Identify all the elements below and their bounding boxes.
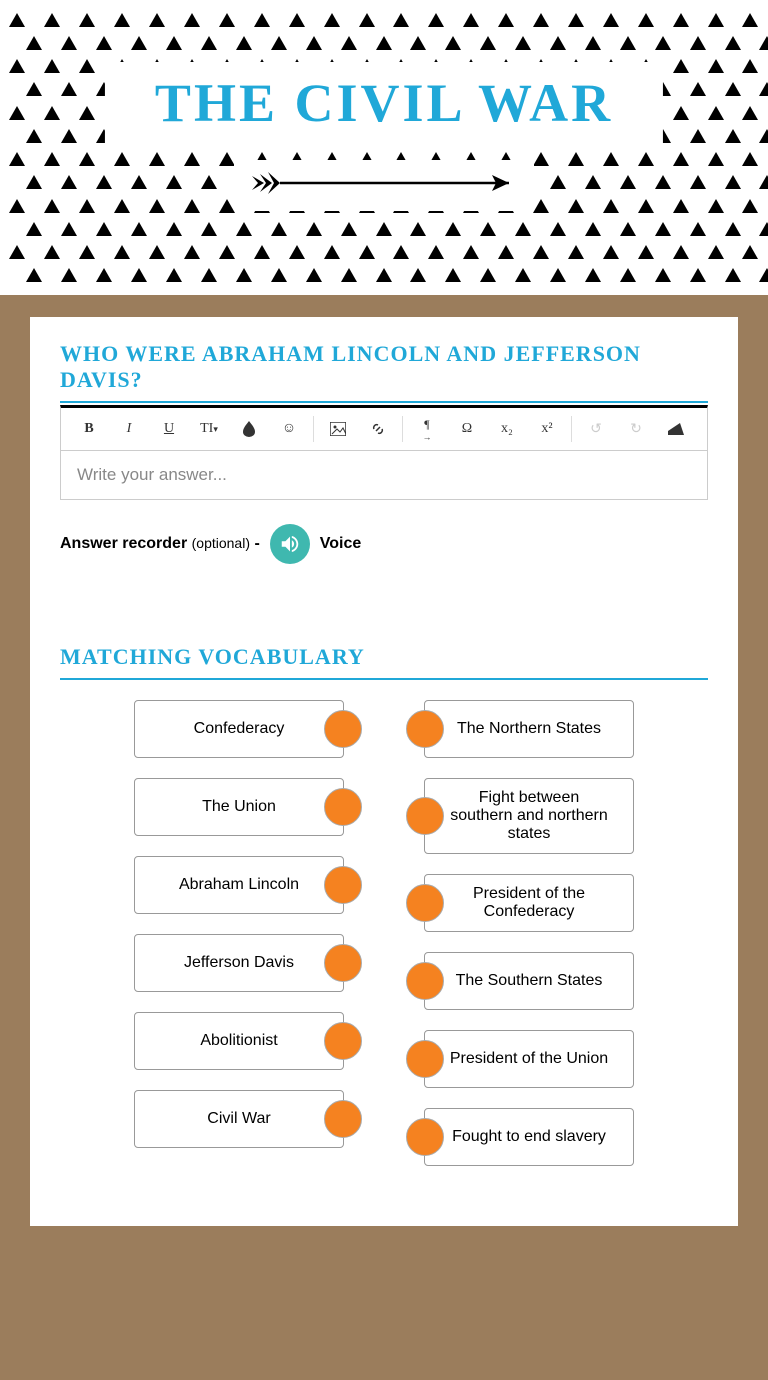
content-card: WHO WERE ABRAHAM LINCOLN AND JEFFERSON D…	[30, 317, 738, 1226]
italic-button[interactable]: I	[109, 408, 149, 450]
textsize-button[interactable]: TI▾	[189, 408, 229, 450]
match-connector-dot[interactable]	[406, 884, 444, 922]
matching-left-column: Confederacy The Union Abraham Lincoln Jeffe…	[134, 700, 344, 1166]
match-connector-dot[interactable]	[406, 1040, 444, 1078]
voice-label: Voice	[320, 535, 362, 553]
question-title: WHO WERE ABRAHAM LINCOLN AND JEFFERSON D…	[60, 341, 708, 403]
subscript-button[interactable]: x₂	[487, 408, 527, 450]
link-button[interactable]	[358, 408, 398, 450]
editor-toolbar: B I U TI▾ ☺ ¶→ Ω x₂ x² ↺ ↻	[60, 405, 708, 451]
paragraph-button[interactable]: ¶→	[407, 408, 447, 450]
answer-recorder: Answer recorder (optional) - Voice	[60, 524, 708, 564]
match-item-label: Abolitionist	[200, 1032, 277, 1050]
match-item[interactable]: Civil War	[134, 1090, 344, 1148]
bold-button[interactable]: B	[69, 408, 109, 450]
image-button[interactable]	[318, 408, 358, 450]
match-item[interactable]: The Southern States	[424, 952, 634, 1010]
matching-title: MATCHING VOCABULARY	[60, 644, 708, 680]
match-item-label: Jefferson Davis	[184, 954, 294, 972]
speaker-icon	[279, 533, 301, 555]
match-item-label: President of the Confederacy	[449, 885, 609, 921]
match-connector-dot[interactable]	[324, 788, 362, 826]
match-item-label: Fight between southern and northern stat…	[449, 789, 609, 843]
match-connector-dot[interactable]	[324, 710, 362, 748]
match-item-label: The Southern States	[456, 972, 603, 990]
match-connector-dot[interactable]	[406, 962, 444, 1000]
match-item[interactable]: Abolitionist	[134, 1012, 344, 1070]
match-item-label: Abraham Lincoln	[179, 876, 299, 894]
emoji-button[interactable]: ☺	[269, 408, 309, 450]
match-item[interactable]: Fight between southern and northern stat…	[424, 778, 634, 854]
undo-button[interactable]: ↺	[576, 408, 616, 450]
clear-format-button[interactable]	[656, 408, 696, 450]
match-connector-dot[interactable]	[324, 866, 362, 904]
match-connector-dot[interactable]	[406, 797, 444, 835]
match-connector-dot[interactable]	[324, 1100, 362, 1138]
match-item[interactable]: President of the Union	[424, 1030, 634, 1088]
match-item[interactable]: President of the Confederacy	[424, 874, 634, 932]
omega-button[interactable]: Ω	[447, 408, 487, 450]
voice-record-button[interactable]	[270, 524, 310, 564]
match-connector-dot[interactable]	[406, 710, 444, 748]
header-banner: THE CIVIL WAR	[0, 0, 768, 295]
page-title: THE CIVIL WAR	[105, 62, 663, 144]
match-item[interactable]: The Northern States	[424, 700, 634, 758]
match-item[interactable]: Fought to end slavery	[424, 1108, 634, 1166]
match-connector-dot[interactable]	[324, 1022, 362, 1060]
match-item[interactable]: The Union	[134, 778, 344, 836]
redo-button[interactable]: ↻	[616, 408, 656, 450]
match-item[interactable]: Jefferson Davis	[134, 934, 344, 992]
arrow-decoration	[234, 160, 534, 211]
color-button[interactable]	[229, 408, 269, 450]
matching-section: MATCHING VOCABULARY Confederacy The Union…	[60, 644, 708, 1166]
match-connector-dot[interactable]	[406, 1118, 444, 1156]
match-item-label: Civil War	[207, 1110, 270, 1128]
superscript-button[interactable]: x²	[527, 408, 567, 450]
match-item-label: The Northern States	[457, 720, 601, 738]
match-item-label: President of the Union	[450, 1050, 608, 1068]
answer-input[interactable]: Write your answer...	[60, 451, 708, 500]
triangle-pattern	[0, 0, 768, 295]
match-item-label: The Union	[202, 798, 276, 816]
match-item-label: Confederacy	[194, 720, 285, 738]
match-item[interactable]: Confederacy	[134, 700, 344, 758]
match-connector-dot[interactable]	[324, 944, 362, 982]
matching-right-column: The Northern States Fight between souther…	[424, 700, 634, 1166]
match-item-label: Fought to end slavery	[452, 1128, 606, 1146]
match-item[interactable]: Abraham Lincoln	[134, 856, 344, 914]
underline-button[interactable]: U	[149, 408, 189, 450]
